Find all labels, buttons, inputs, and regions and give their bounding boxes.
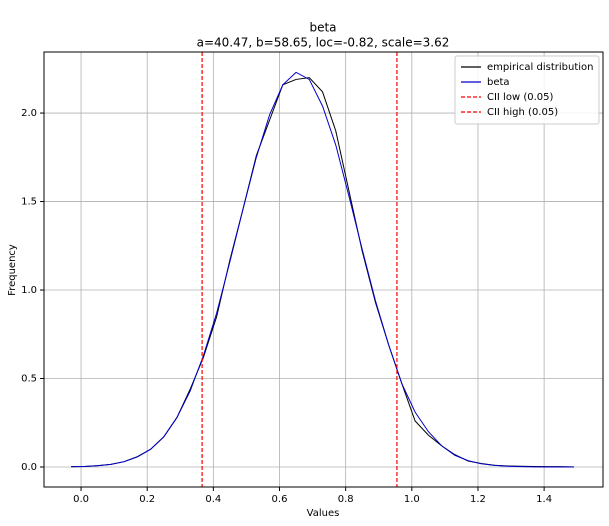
x-tick-label: 0.4 [205,494,221,505]
chart-title: beta [309,21,336,35]
legend-label: CII high (0.05) [487,107,558,118]
chart-subtitle: a=40.47, b=58.65, loc=-0.82, scale=3.62 [197,36,450,50]
plot-frame [43,51,604,488]
legend-box [454,55,600,125]
y-tick-label: 1.0 [21,285,37,296]
x-tick-label: 1.4 [536,494,552,505]
x-tick-label: 0.2 [139,494,155,505]
x-tick-label: 1.2 [470,494,486,505]
x-tick-label: 1.0 [404,494,420,505]
x-axis-label: Values [307,508,340,519]
y-tick-label: 1.5 [21,197,37,208]
y-tick-label: 0.5 [21,374,37,385]
legend-label: beta [487,77,510,88]
y-tick-label: 0.0 [21,462,37,473]
x-tick-label: 0.0 [73,494,89,505]
data-line [71,71,574,468]
x-tick-label: 0.8 [338,494,354,505]
legend-label: empirical distribution [487,62,593,73]
data-line [71,77,574,468]
y-tick-label: 2.0 [21,108,37,119]
x-tick-label: 0.6 [272,494,288,505]
legend-label: CII low (0.05) [487,92,553,103]
y-axis-label: Frequency [7,244,18,296]
